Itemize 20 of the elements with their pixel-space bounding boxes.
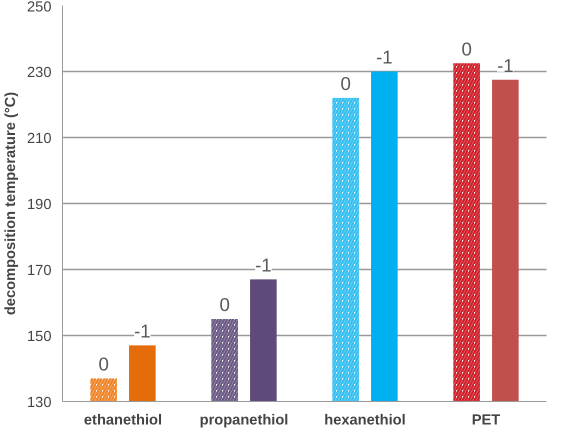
y-tick-label: 210 [27, 131, 52, 147]
y-tick-label: 150 [27, 329, 52, 345]
x-tick-label: hexanethiol [324, 412, 406, 428]
text: 0 [219, 294, 230, 315]
text: -1 [376, 46, 393, 68]
series-label: 0 [98, 353, 109, 374]
y-tick-label: 130 [27, 395, 52, 411]
y-tick-label: 170 [27, 263, 52, 279]
x-tick-label: propanethiol [200, 412, 288, 428]
y-tick-label: 190 [27, 197, 52, 213]
y-axis-title: decomposition temperature (°C) [3, 92, 20, 316]
text: -1 [497, 54, 514, 76]
y-tick-label: 250 [27, 0, 52, 16]
text: 0 [340, 72, 351, 94]
x-tick-label: ethanethiol [84, 412, 162, 428]
text: 0 [461, 38, 472, 60]
x-tick-label: PET [472, 412, 500, 428]
y-tick-label: 230 [27, 65, 52, 81]
series-label: -1 [134, 320, 151, 342]
text: -1 [255, 254, 272, 276]
